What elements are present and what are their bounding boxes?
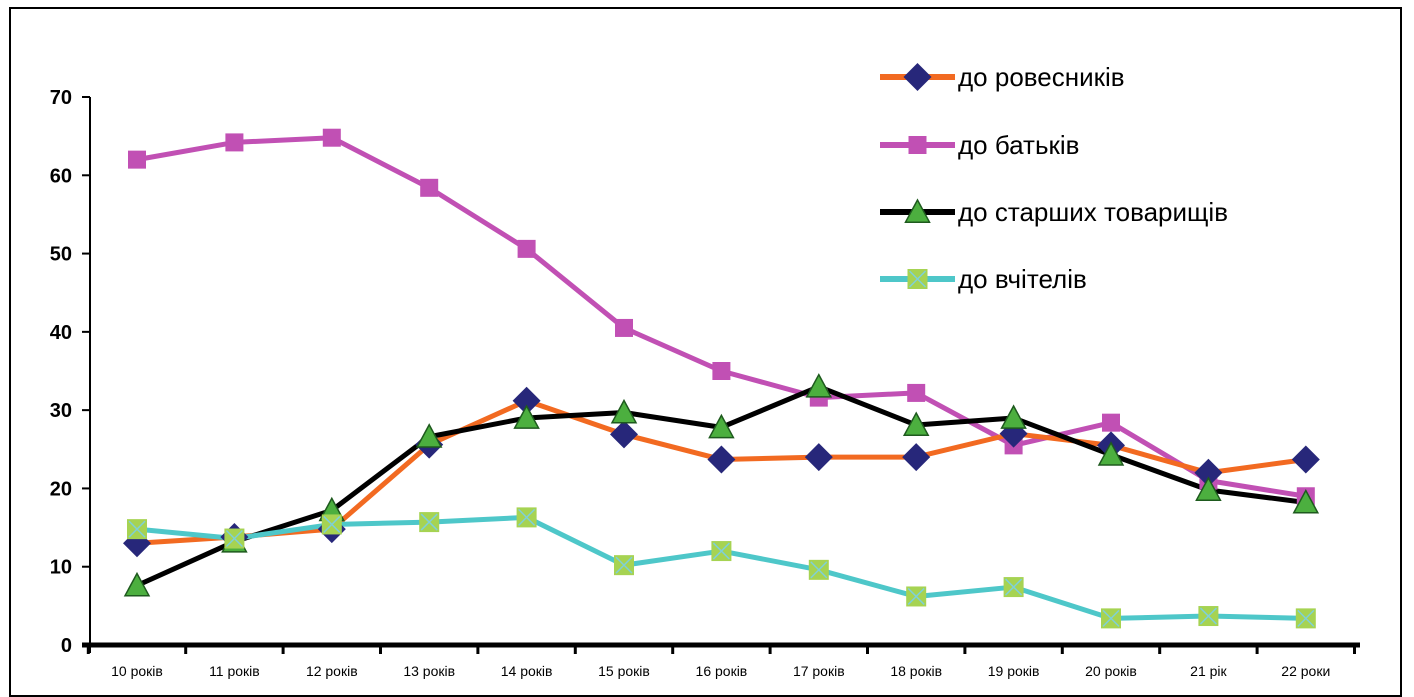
y-tick-label: 50 [50, 244, 72, 266]
series-0-point [804, 443, 833, 472]
series-2-point [610, 398, 638, 424]
series-2-point [1000, 404, 1027, 429]
y-tick-label: 40 [50, 322, 72, 344]
legend-marker-2 [904, 198, 931, 223]
x-tick-label: 21 рік [1190, 663, 1227, 679]
series-0-point [1194, 458, 1223, 487]
series-1-point [615, 318, 633, 337]
series-1-point [225, 133, 244, 152]
x-tick-label: 17 років [793, 663, 845, 679]
x-tick-label: 22 роки [1281, 663, 1330, 679]
legend-marker-1 [908, 136, 927, 154]
y-tick-label: 60 [50, 165, 72, 187]
series-2-point [1292, 488, 1320, 514]
legend-label-2: до старших товарищів [958, 197, 1228, 227]
series-3-point [808, 559, 829, 580]
series-2-point [708, 413, 735, 439]
legend-marker-3 [907, 269, 928, 289]
x-tick-label: 12 років [306, 663, 358, 679]
y-tick-label: 20 [50, 478, 72, 500]
x-tick-label: 19 років [988, 663, 1040, 679]
series-0-point [707, 445, 736, 474]
x-tick-label: 11 років [209, 663, 260, 679]
legend-label-0: до ровесників [958, 62, 1125, 92]
y-tick-label: 0 [61, 635, 72, 657]
series-3-point [711, 541, 732, 562]
series-0-point [902, 443, 931, 472]
series-0-point [512, 386, 541, 415]
series-3-point [127, 519, 147, 540]
series-line-1 [134, 135, 1309, 499]
series-3-point [906, 586, 927, 607]
series-3-point [614, 555, 634, 576]
series-2-point [805, 373, 833, 398]
x-tick-label: 14 років [501, 663, 553, 679]
y-tick-label: 10 [50, 557, 72, 579]
series-2-point [902, 411, 930, 436]
series-3-point [1295, 608, 1316, 629]
y-tick-label: 70 [50, 87, 72, 109]
series-3-point [1198, 606, 1219, 627]
x-tick-label: 18 років [890, 663, 942, 679]
series-2-point [1195, 476, 1222, 501]
series-1-point [907, 383, 926, 402]
x-tick-label: 13 років [403, 663, 455, 679]
chart-frame [9, 7, 1402, 697]
series-1-point [1102, 413, 1120, 432]
series-2-point [1097, 441, 1125, 466]
series-1-point [712, 362, 731, 380]
series-0-point [1291, 445, 1320, 474]
series-3-point [516, 507, 537, 528]
series-3-point [1101, 608, 1121, 629]
series-2-point [123, 571, 151, 597]
series-2-point [415, 423, 443, 448]
x-tick-label: 10 років [111, 663, 163, 679]
series-3-point [224, 528, 245, 549]
legend-label-3: до вчітелів [958, 264, 1087, 294]
series-3-point [419, 512, 440, 533]
series-3-point [321, 514, 342, 535]
series-2-point [513, 404, 540, 429]
series-1-point [322, 128, 341, 147]
series-1-point [128, 150, 146, 169]
series-0-point [610, 420, 638, 449]
series-3-point [1003, 577, 1024, 598]
x-tick-label: 20 років [1085, 663, 1137, 679]
series-1-point [420, 178, 439, 197]
series-1-point [517, 239, 536, 258]
legend-marker-0 [903, 63, 932, 91]
y-tick-label: 30 [50, 400, 72, 422]
legend-label-1: до батьків [958, 130, 1079, 160]
x-tick-label: 16 років [696, 663, 748, 679]
x-tick-label: 15 років [598, 663, 650, 679]
